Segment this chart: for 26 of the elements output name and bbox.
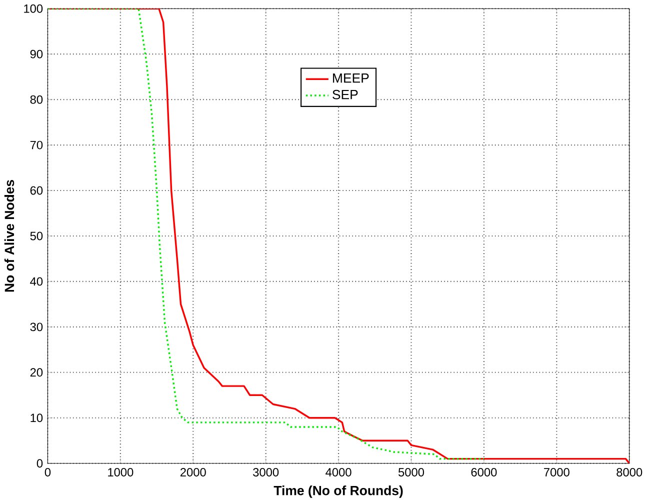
- x-tick-label: 8000: [616, 468, 642, 476]
- x-axis-title: Time (No of Rounds): [274, 485, 403, 498]
- y-tick-label: 70: [30, 140, 43, 150]
- x-tick-label: 4000: [326, 468, 352, 476]
- line-series: [48, 8, 630, 464]
- y-tick-label: 50: [30, 232, 43, 240]
- legend-label: MEEP: [333, 73, 369, 83]
- x-tick-label: 0: [44, 468, 51, 476]
- x-tick-label: 6000: [471, 468, 497, 476]
- x-tick-label: 2000: [180, 468, 206, 476]
- y-tick-label: 60: [30, 186, 43, 195]
- x-tick-label: 5000: [398, 468, 424, 476]
- legend-label: SEP: [332, 90, 358, 100]
- y-tick-label: 100: [24, 4, 43, 13]
- line-series: [48, 8, 485, 460]
- x-tick-label: 1000: [108, 468, 134, 476]
- x-tick-label: 7000: [544, 468, 570, 476]
- y-tick-label: 0: [36, 459, 43, 468]
- x-tick-label: 3000: [253, 468, 279, 476]
- y-tick-label: 90: [30, 50, 43, 58]
- y-tick-label: 10: [30, 414, 43, 422]
- y-tick-label: 40: [30, 277, 43, 286]
- y-axis-title: No of Alive Nodes: [4, 180, 14, 292]
- y-tick-label: 30: [30, 322, 43, 332]
- y-tick-label: 80: [30, 95, 43, 104]
- y-tick-label: 20: [30, 368, 43, 376]
